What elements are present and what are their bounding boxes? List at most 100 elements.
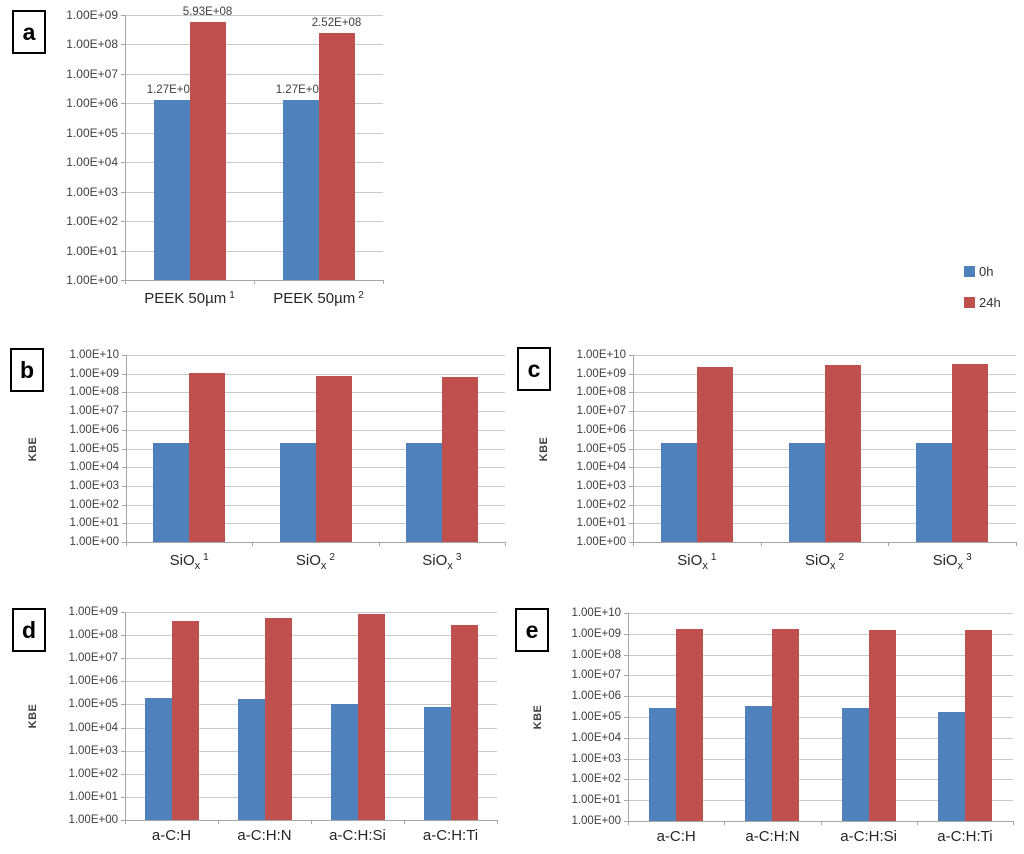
x-category-base: a-C:H:N (745, 828, 800, 845)
x-axis-line (125, 280, 383, 281)
x-category-superscript: 1 (229, 290, 235, 301)
x-axis-tick (383, 280, 384, 284)
y-axis-tick (629, 355, 633, 356)
y-tick-label: 1.00E+04 (576, 461, 626, 474)
x-category-subscript: x (447, 560, 453, 572)
x-category-base: a-C:H (151, 827, 192, 844)
gridline (125, 191, 383, 193)
y-axis-tick (624, 633, 628, 635)
y-tick-label: 1.00E+09 (66, 8, 118, 22)
gridline (126, 542, 505, 543)
y-tick-label: 1.00E+05 (66, 125, 118, 140)
x-category-superscript: 2 (838, 552, 845, 563)
bar-24h (171, 621, 199, 820)
bar-value-label: 1.27E+06 (275, 84, 326, 97)
panel-label: d (21, 616, 37, 643)
y-axis-tick (629, 467, 633, 469)
x-axis-tick (760, 542, 762, 546)
gridline (126, 485, 505, 487)
y-axis-line (125, 612, 126, 820)
y-axis-tick (624, 696, 628, 698)
gridline (126, 467, 505, 469)
x-category-label: PEEK 50µm 1 (125, 287, 254, 308)
y-tick-label: 1.00E+02 (68, 767, 118, 780)
gridline (125, 681, 497, 683)
y-tick-label: 1.00E+07 (66, 66, 118, 81)
y-axis-tick (121, 796, 125, 798)
x-category-label: a-C:H:Si (821, 828, 917, 846)
x-axis-tick (404, 820, 405, 824)
y-tick-label: 1.00E+07 (576, 405, 626, 418)
bar-0h (660, 442, 697, 542)
x-category-label: SiOx3 (379, 549, 505, 575)
y-axis-tick (121, 73, 125, 75)
y-tick-label: 1.00E+01 (68, 790, 118, 803)
y-axis-tick (121, 221, 125, 223)
gridline (633, 467, 1016, 469)
y-tick-label: 1.00E+06 (68, 675, 118, 688)
y-axis-tick (122, 392, 126, 394)
y-tick-label: 1.00E+06 (576, 423, 626, 436)
y-axis-tick (122, 411, 126, 413)
y-tick-label: 1.00E+09 (69, 367, 119, 380)
x-axis-tick (628, 821, 629, 825)
panel-label-box: a (12, 10, 46, 54)
gridline (126, 355, 505, 356)
y-axis-tick (121, 727, 125, 729)
panel-label: a (22, 18, 36, 45)
legend-swatch-24h (964, 296, 975, 308)
y-tick-label: 1.00E+00 (68, 814, 118, 826)
legend-item-0h: 0h (964, 264, 1001, 279)
gridline (126, 448, 505, 450)
x-category-subscript: x (194, 560, 201, 572)
bar-0h (330, 704, 358, 820)
gridline (628, 800, 1013, 802)
y-axis-tick (121, 162, 125, 164)
y-tick-label: 1.00E+07 (571, 669, 621, 682)
x-category-base: SiO (932, 552, 958, 569)
y-axis-tick (624, 675, 628, 677)
x-category-subscript: x (702, 560, 708, 572)
x-category-superscript: 1 (710, 552, 717, 563)
y-tick-label: 1.00E+08 (69, 386, 119, 399)
y-tick-label: 1.00E+03 (576, 479, 626, 492)
y-axis-tick (629, 392, 633, 394)
legend-swatch-0h (964, 265, 975, 277)
bar-value-label: 5.93E+08 (182, 5, 233, 18)
x-category-label: PEEK 50µm 2 (254, 287, 383, 308)
gridline (633, 542, 1016, 543)
gridline (125, 612, 497, 613)
panel-label: b (19, 356, 35, 383)
gridline (125, 132, 383, 134)
y-axis-tick (121, 103, 125, 105)
y-tick-label: 1.00E+08 (66, 37, 118, 52)
bar-0h (405, 442, 442, 542)
y-tick-label: 1.00E+09 (571, 627, 621, 640)
gridline (126, 523, 505, 525)
gridline (125, 162, 383, 164)
x-category-subscript: x (957, 560, 964, 572)
bar-24h (952, 363, 989, 542)
y-tick-label: 1.00E+01 (69, 517, 119, 530)
y-axis-tick (624, 800, 628, 802)
y-axis-tick (121, 820, 125, 821)
y-tick-label: 1.00E+03 (66, 184, 118, 199)
y-axis-tick (121, 250, 125, 252)
y-axis-tick (629, 485, 633, 487)
bar-value-label: 1.27E+06 (146, 84, 197, 97)
x-category-base: SiO (804, 552, 830, 569)
y-axis-title: KBE (532, 704, 544, 730)
gridline (125, 727, 497, 729)
y-tick-label: 1.00E+00 (571, 815, 621, 827)
gridline (628, 696, 1013, 698)
x-axis-tick (254, 280, 255, 284)
y-tick-label: 1.00E+03 (68, 744, 118, 757)
y-axis-tick (121, 15, 125, 16)
x-category-superscript: 1 (203, 552, 209, 563)
y-axis-tick (122, 355, 126, 356)
x-category-base: SiO (677, 552, 703, 569)
bar-24h (964, 629, 992, 821)
